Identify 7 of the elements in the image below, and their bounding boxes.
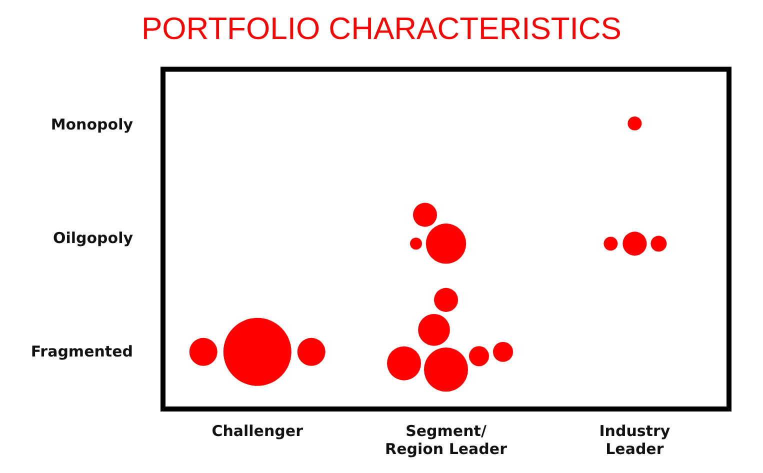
- chart-title: PORTFOLIO CHARACTERISTICS: [142, 11, 622, 46]
- category-label: Monopoly: [50, 116, 133, 134]
- category-label: Oilgopoly: [52, 228, 133, 247]
- x-tick-label: Segment/ Region Leader: [385, 422, 508, 458]
- category-label: Fragmented: [30, 342, 133, 360]
- x-tick-label: Challenger: [212, 422, 304, 440]
- x-tick-label: Industry Leader: [599, 422, 670, 458]
